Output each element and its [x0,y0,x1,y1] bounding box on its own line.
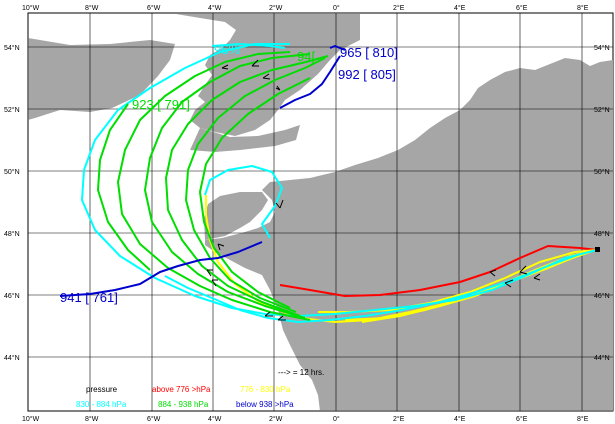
legend-title: pressure [86,385,118,394]
legend-below: below 938 >hPa [236,400,294,409]
lon-tick: 6°E [516,4,528,12]
trajectory-green-1 [117,51,311,321]
arrow-marker [262,73,271,80]
lat-tick: 46°N [594,292,610,300]
time-markers [206,59,541,321]
arrow-marker [221,64,229,70]
continent-landmass [205,14,613,411]
ireland-landmass [28,38,175,120]
lon-tick: 6°W [147,415,161,423]
trajectory-label: 941 [ 761] [60,290,118,305]
lat-tick: 44°N [594,354,610,362]
legend: pressure above 776 >hPa 776 - 830 hPa 83… [76,385,294,409]
time-interval-note: ---> = 12 hrs. [278,368,324,377]
lon-tick: 4°W [208,415,222,423]
trajectory-green-2 [144,53,311,319]
lat-tick: 46°N [4,292,20,300]
trajectory-cyan-1 [81,43,598,317]
lon-tick: 2°E [393,415,405,423]
trajectory-cyan-2 [164,253,581,323]
lon-tick: 2°W [269,4,283,12]
arrow-marker [275,199,284,209]
trajectory-green-6 [97,103,151,271]
trajectory-blue-1 [279,55,341,109]
trajectory-red [279,245,598,297]
arrow-marker [264,311,273,317]
lon-tick: 8°E [577,415,589,423]
trajectory-label: 992 [ 805] [338,67,396,82]
legend-band3: 884 - 938 hPa [158,400,209,409]
release-point [595,247,600,252]
lat-tick: 54°N [4,44,20,52]
arrow-marker [206,269,213,277]
lon-tick: 6°W [147,4,161,12]
trajectory-green-4 [185,57,326,313]
lat-labels-right: 54°N 52°N 50°N 48°N 46°N 44°N [594,44,610,362]
arrow-marker [217,243,225,251]
trajectory-label: 923 [ 791] [132,97,190,112]
trajectories [59,43,598,323]
lat-tick: 54°N [594,44,610,52]
trajectory-cyan-4 [211,43,286,49]
graticule [27,13,613,412]
lat-tick: 44°N [4,354,20,362]
trajectory-label: 965 [ 810] [340,45,398,60]
lat-tick: 52°N [594,106,610,114]
trajectory-label: 94[ [297,49,315,64]
arrow-marker [211,279,218,287]
trajectory-cyan-3 [204,165,283,239]
arrow-marker [504,279,514,288]
arrow-marker [251,59,259,67]
lat-tick: 50°N [594,168,610,176]
lat-tick: 52°N [4,106,20,114]
lon-tick: 6°E [516,415,528,423]
arrow-marker [277,315,286,321]
brittany-coast [204,192,268,240]
lon-tick: 4°E [454,4,466,12]
lon-tick: 8°E [577,4,589,12]
lon-tick: 0° [333,4,340,12]
trajectory-yellow-4 [361,254,581,323]
trajectory-green-5 [199,77,311,309]
lon-tick: 10°W [22,415,40,423]
trajectory-blue-2 [329,45,346,51]
legend-band2: 830 - 884 hPa [76,400,127,409]
lat-tick: 50°N [4,168,20,176]
lat-tick: 48°N [4,230,20,238]
north-sea-coast [462,14,540,70]
lon-tick: 2°W [269,415,283,423]
lon-tick: 0° [333,415,340,423]
legend-band1: 776 - 830 hPa [240,385,291,394]
trajectory-label: 96% [214,42,240,57]
arrow-marker [533,273,541,281]
trajectory-blue-3 [59,241,263,297]
lon-labels-top: 10°W 8°W 6°W 4°W 2°W 0° 2°E 4°E 6°E 8°E [22,4,589,12]
arrow-marker [519,265,528,275]
trajectory-green-3 [165,55,329,317]
lon-tick: 10°W [22,4,40,12]
arrow-marker [489,269,497,277]
lon-tick: 4°W [208,4,222,12]
lat-labels-left: 54°N 52°N 50°N 48°N 46°N 44°N [4,44,20,362]
lon-labels-bottom: 10°W 8°W 6°W 4°W 2°W 0° 2°E 4°E 6°E 8°E [22,415,589,423]
arrow-marker [275,85,281,91]
lon-tick: 4°E [454,415,466,423]
lon-tick: 8°W [85,4,99,12]
lon-tick: 8°W [85,415,99,423]
lat-tick: 48°N [594,230,610,238]
lon-tick: 2°E [393,4,405,12]
legend-above: above 776 >hPa [152,385,211,394]
